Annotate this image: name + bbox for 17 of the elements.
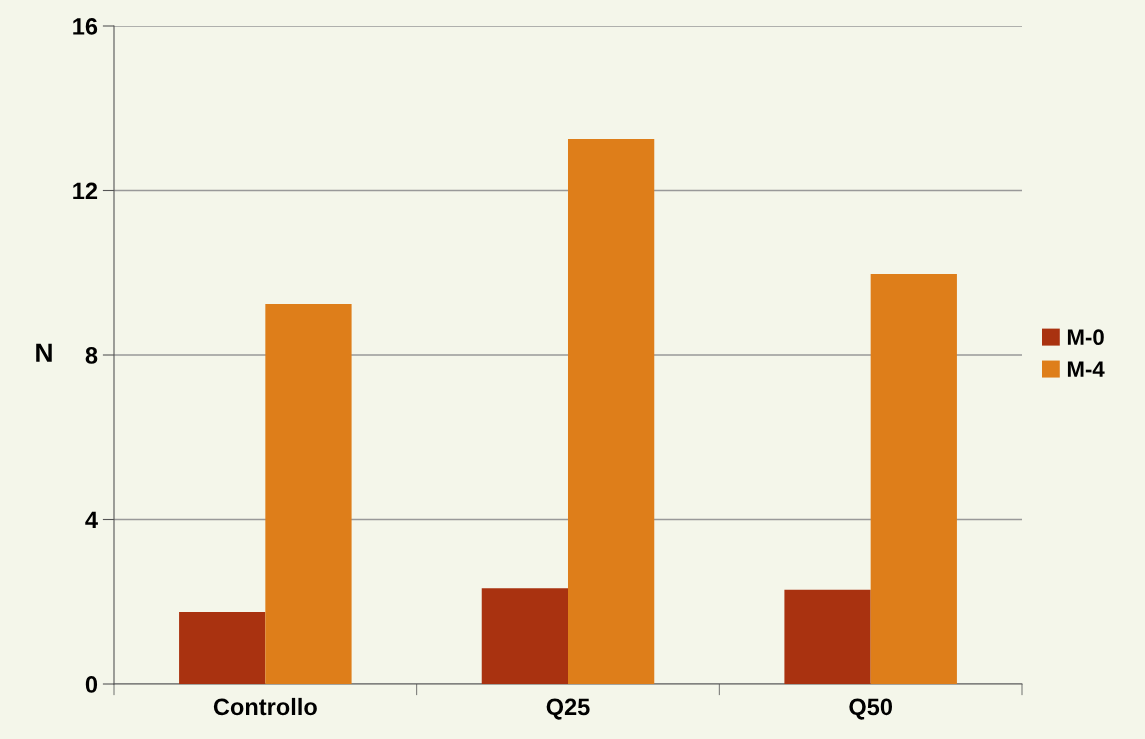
y-tick-label: 0	[85, 676, 98, 693]
y-tick-label: 12	[73, 182, 98, 200]
legend-label: M-0	[1067, 329, 1104, 346]
bar	[179, 612, 266, 684]
x-tick-label: Q25	[546, 698, 590, 720]
bar	[784, 589, 871, 684]
y-axis-title: N	[36, 343, 52, 362]
bar	[870, 273, 957, 684]
x-tick-label: Q50	[849, 698, 893, 720]
y-tick-label: 4	[85, 511, 98, 529]
legend-label: M-4	[1067, 361, 1105, 377]
x-tick-label: Controllo	[213, 697, 317, 716]
y-tick-label: 8	[85, 347, 98, 364]
bar	[481, 588, 568, 684]
bar	[568, 139, 655, 684]
y-tick-label: 16	[73, 18, 98, 35]
bar	[265, 304, 352, 684]
